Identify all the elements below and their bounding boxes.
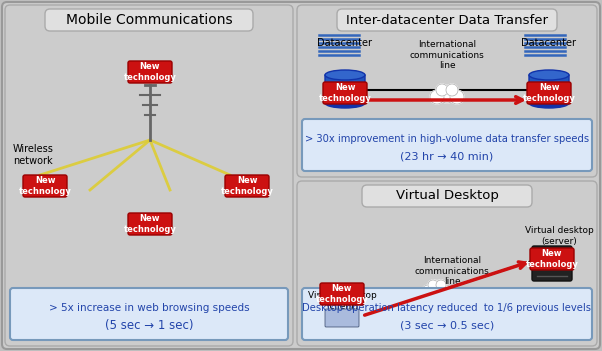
FancyBboxPatch shape (325, 75, 365, 103)
FancyBboxPatch shape (128, 213, 172, 235)
Circle shape (436, 280, 446, 290)
Text: Wireless
network: Wireless network (13, 144, 54, 166)
Text: Virtual desktop
(server): Virtual desktop (server) (524, 226, 594, 246)
Circle shape (422, 285, 434, 297)
Text: > 30x improvement in high-volume data transfer speeds: > 30x improvement in high-volume data tr… (305, 134, 589, 144)
Circle shape (430, 90, 444, 104)
Ellipse shape (529, 98, 569, 108)
Text: New
technology: New technology (315, 284, 368, 304)
Text: 1TB: 1TB (333, 87, 357, 97)
Text: Mobile Communications: Mobile Communications (66, 13, 232, 27)
Circle shape (438, 85, 456, 103)
FancyBboxPatch shape (128, 61, 172, 83)
FancyBboxPatch shape (225, 175, 269, 197)
FancyBboxPatch shape (10, 288, 288, 340)
Ellipse shape (325, 70, 365, 80)
Circle shape (440, 285, 452, 297)
Text: New
technology: New technology (123, 214, 176, 234)
FancyBboxPatch shape (322, 307, 362, 331)
Circle shape (446, 84, 458, 96)
FancyBboxPatch shape (302, 288, 592, 340)
Text: New
technology: New technology (526, 249, 579, 269)
Text: New
technology: New technology (318, 83, 371, 103)
Text: New
technology: New technology (220, 176, 273, 196)
FancyBboxPatch shape (297, 181, 597, 346)
Circle shape (450, 90, 464, 104)
Text: New
technology: New technology (19, 176, 72, 196)
FancyBboxPatch shape (337, 9, 557, 31)
Text: 1TB: 1TB (537, 87, 561, 97)
Text: New
technology: New technology (523, 83, 576, 103)
FancyBboxPatch shape (320, 283, 364, 305)
FancyBboxPatch shape (323, 82, 367, 104)
FancyBboxPatch shape (5, 5, 293, 346)
FancyBboxPatch shape (23, 175, 67, 197)
Text: Datacenter: Datacenter (317, 38, 373, 48)
Circle shape (429, 280, 445, 296)
FancyBboxPatch shape (529, 75, 569, 103)
Circle shape (428, 280, 438, 290)
Circle shape (436, 84, 448, 96)
FancyBboxPatch shape (530, 248, 574, 270)
Text: New
technology: New technology (123, 62, 176, 82)
FancyBboxPatch shape (325, 309, 359, 327)
FancyBboxPatch shape (297, 5, 597, 177)
Ellipse shape (325, 98, 365, 108)
Text: (3 sec → 0.5 sec): (3 sec → 0.5 sec) (400, 320, 494, 330)
Text: Desktop operation latency reduced  to 1/6 previous levels: Desktop operation latency reduced to 1/6… (302, 303, 592, 313)
Text: International
communications
line: International communications line (409, 40, 485, 70)
FancyBboxPatch shape (362, 185, 532, 207)
Text: Datacenter: Datacenter (521, 38, 577, 48)
Text: (5 sec → 1 sec): (5 sec → 1 sec) (105, 319, 193, 332)
Text: Virtual Desktop: Virtual Desktop (396, 190, 498, 203)
FancyBboxPatch shape (302, 119, 592, 171)
FancyBboxPatch shape (527, 82, 571, 104)
Text: Inter-datacenter Data Transfer: Inter-datacenter Data Transfer (346, 13, 548, 26)
Ellipse shape (529, 70, 569, 80)
Text: International
communications
line: International communications line (415, 256, 489, 286)
FancyBboxPatch shape (532, 246, 572, 281)
FancyBboxPatch shape (45, 9, 253, 31)
Text: > 5x increase in web browsing speeds: > 5x increase in web browsing speeds (49, 303, 249, 313)
Text: Virtual desktop
(client): Virtual desktop (client) (308, 291, 376, 311)
Text: (23 hr → 40 min): (23 hr → 40 min) (400, 151, 494, 161)
